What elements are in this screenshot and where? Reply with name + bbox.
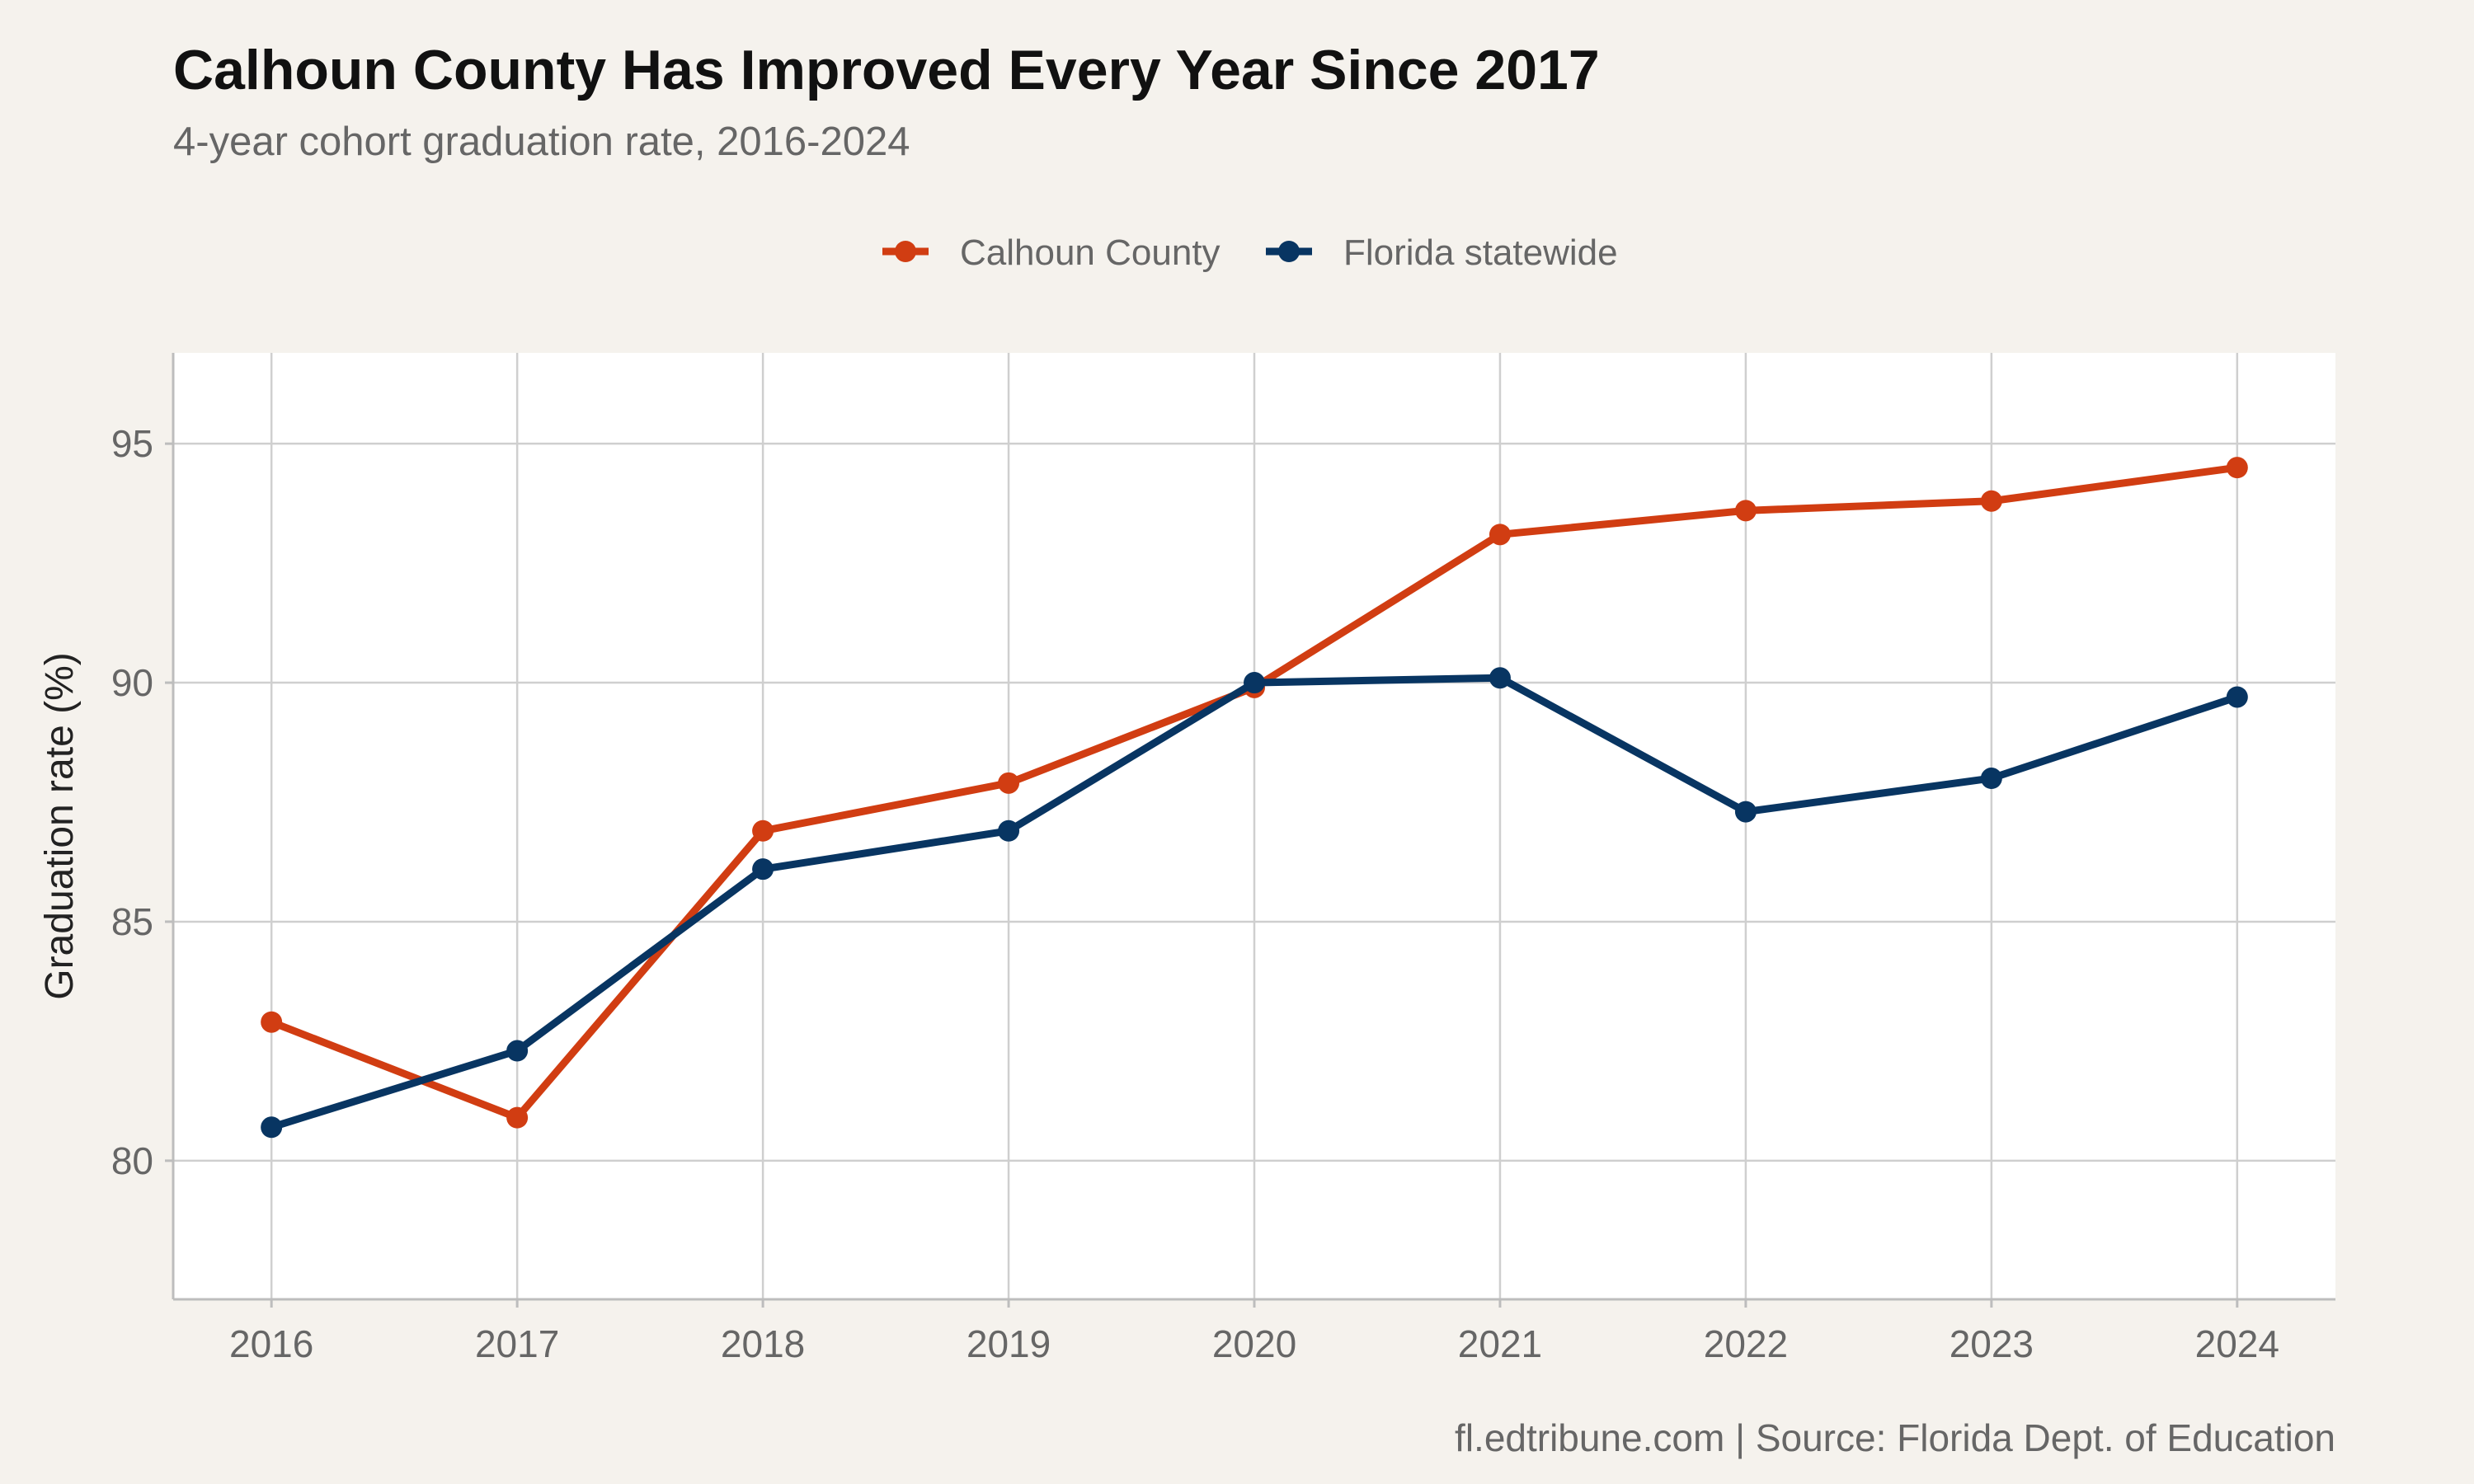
y-tick-label: 85 — [111, 900, 153, 943]
data-point — [998, 819, 1020, 842]
legend-item-0: Calhoun County — [882, 232, 1221, 273]
x-tick-label: 2024 — [2195, 1322, 2279, 1365]
data-point — [1489, 524, 1511, 546]
legend: Calhoun County Florida statewide — [882, 232, 1618, 273]
data-point — [1244, 672, 1265, 694]
legend-label: Florida statewide — [1343, 232, 1618, 273]
y-axis-ticks: 80 85 90 95 — [111, 422, 173, 1182]
legend-key-marker — [895, 241, 916, 262]
x-tick-label: 2023 — [1950, 1322, 2034, 1365]
x-tick-label: 2022 — [1704, 1322, 1788, 1365]
y-tick-label: 95 — [111, 422, 153, 465]
x-tick-label: 2019 — [967, 1322, 1051, 1365]
x-tick-label: 2018 — [721, 1322, 805, 1365]
data-point — [1734, 801, 1757, 823]
x-axis-ticks: 2016 2017 2018 2019 2020 2021 2022 2023 2024 — [229, 1299, 2279, 1365]
data-point — [1489, 667, 1511, 689]
x-tick-label: 2020 — [1212, 1322, 1296, 1365]
x-tick-label: 2017 — [475, 1322, 559, 1365]
x-tick-label: 2016 — [229, 1322, 313, 1365]
data-point — [1980, 490, 2002, 512]
data-point — [752, 819, 774, 842]
chart-title: Calhoun County Has Improved Every Year S… — [173, 39, 1600, 101]
y-axis-title: Graduation rate (%) — [38, 652, 82, 1000]
data-point — [261, 1116, 283, 1139]
y-tick-label: 80 — [111, 1139, 153, 1182]
legend-key-marker — [1278, 241, 1300, 262]
chart-subtitle: 4-year cohort graduation rate, 2016-2024 — [173, 120, 910, 164]
data-point — [2226, 457, 2248, 479]
x-tick-label: 2021 — [1458, 1322, 1542, 1365]
data-point — [998, 772, 1020, 794]
data-point — [1734, 500, 1757, 522]
legend-item-1: Florida statewide — [1266, 232, 1618, 273]
y-tick-label: 90 — [111, 661, 153, 704]
data-point — [2226, 686, 2248, 708]
data-point — [506, 1040, 529, 1062]
series-1 — [261, 667, 2248, 1139]
data-point — [261, 1011, 283, 1033]
data-point — [506, 1106, 529, 1129]
data-point — [1980, 768, 2002, 790]
data-point — [752, 858, 774, 881]
series-group — [261, 457, 2248, 1139]
legend-label: Calhoun County — [960, 232, 1221, 273]
chart-caption: fl.edtribune.com | Source: Florida Dept.… — [1455, 1416, 2335, 1459]
